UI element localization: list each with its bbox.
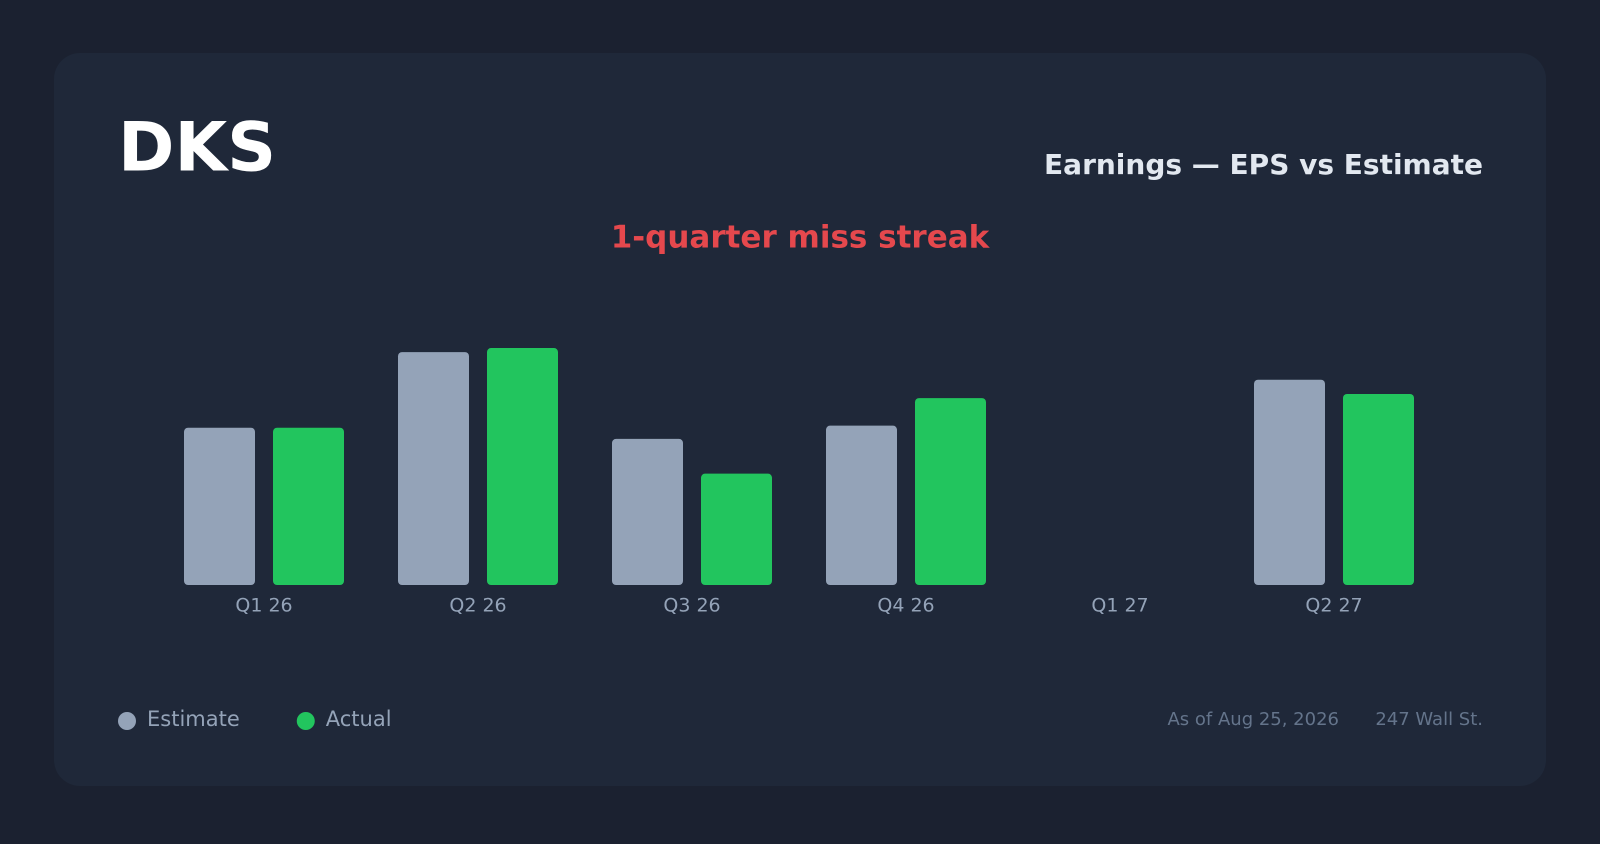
- as-of: As of Aug 25, 2026: [1167, 709, 1339, 730]
- legend-swatch: [296, 712, 315, 730]
- chart-subtitle: Earnings — EPS vs Estimate: [1044, 148, 1483, 181]
- bar: [184, 427, 255, 585]
- x-tick-label: Q2 27: [1305, 595, 1362, 617]
- x-tick-label: Q1 27: [1091, 595, 1148, 617]
- legend-swatch: [118, 712, 136, 730]
- x-tick-label: Q3 26: [663, 595, 720, 617]
- x-tick-label: Q2 26: [449, 595, 506, 617]
- bar: [398, 352, 469, 585]
- bar: [612, 438, 683, 585]
- bar: [273, 427, 344, 585]
- bar: [1343, 393, 1414, 585]
- x-tick-label: Q1 26: [235, 595, 292, 617]
- annotation: 1-quarter miss streak: [611, 220, 991, 256]
- bar: [487, 348, 558, 585]
- legend-label: Actual: [326, 707, 392, 731]
- bar: [915, 398, 986, 585]
- legend-label: Estimate: [147, 707, 240, 731]
- source: 247 Wall St.: [1375, 709, 1483, 730]
- bar: [1254, 379, 1325, 585]
- x-tick-label: Q4 26: [877, 595, 934, 617]
- bar: [826, 425, 897, 585]
- card: [54, 53, 1546, 786]
- ticker-title: DKS: [118, 109, 276, 188]
- bar: [701, 473, 772, 585]
